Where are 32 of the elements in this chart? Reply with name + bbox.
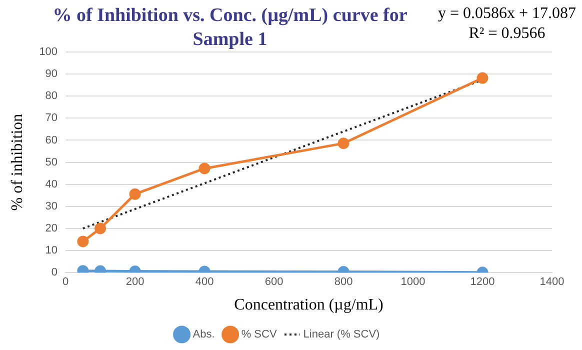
y-tick-label: 90 (45, 68, 58, 80)
point (476, 72, 488, 84)
point (198, 162, 210, 174)
y-tick-label: 0 (51, 266, 58, 279)
legend-label: Linear (% SCV) (303, 328, 380, 341)
y-axis-title: % of inhibition (8, 114, 26, 211)
x-tick-label: 1000 (400, 276, 426, 288)
legend-label: % SCV (241, 328, 278, 341)
point (77, 236, 89, 248)
x-tick-label: 800 (334, 276, 353, 288)
x-tick-label: 200 (126, 276, 144, 288)
legend-label: Abs. (192, 328, 215, 341)
x-tick-label: 0 (62, 276, 69, 288)
point (129, 188, 141, 200)
text: y = 0.0586x + 17.087 (438, 4, 576, 24)
y-tick-label: 10 (45, 244, 58, 257)
y-tick-label: 70 (45, 112, 58, 124)
text: R² = 0.9566 (468, 24, 546, 44)
x-tick-label: 1200 (470, 276, 495, 288)
y-tick-label: 40 (45, 178, 58, 190)
y-tick-label: 80 (45, 90, 58, 102)
x-tick-label: 600 (264, 276, 284, 288)
point (338, 138, 350, 150)
x-tick-label: 400 (195, 276, 214, 288)
x-tick-label: 1400 (540, 276, 564, 288)
x-axis-title: Concentration (µg/mL) (234, 296, 384, 314)
y-tick-label: 30 (45, 200, 58, 212)
y-tick-label: 20 (45, 222, 58, 235)
y-tick-label: 100 (39, 46, 58, 58)
y-tick-label: 60 (45, 134, 58, 146)
y-tick-label: 50 (45, 156, 58, 168)
point (94, 222, 106, 234)
